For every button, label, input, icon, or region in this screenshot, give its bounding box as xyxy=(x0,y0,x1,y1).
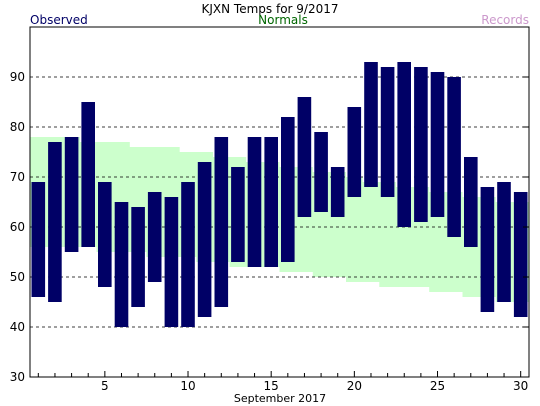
observed-bar-day-17 xyxy=(297,97,312,217)
y-tick-label-40: 40 xyxy=(10,320,25,334)
observed-bar-day-29 xyxy=(497,182,511,302)
observed-bar-day-18 xyxy=(314,132,328,212)
observed-bar-day-26 xyxy=(447,77,461,237)
observed-bar-day-13 xyxy=(231,167,245,262)
legend-normals: Normals xyxy=(258,13,308,27)
observed-bars xyxy=(31,62,528,327)
y-tick-label-50: 50 xyxy=(10,270,25,284)
observed-bar-day-12 xyxy=(214,137,229,307)
y-tick-label-60: 60 xyxy=(10,220,25,234)
observed-bar-day-6 xyxy=(114,202,129,327)
legend-records: Records xyxy=(481,13,529,27)
observed-bar-day-22 xyxy=(380,67,395,197)
grid-lines xyxy=(30,76,529,328)
x-tick-label-5: 5 xyxy=(101,379,109,393)
observed-bar-day-3 xyxy=(64,137,79,252)
observed-bar-day-4 xyxy=(81,102,95,247)
y-axis: 30 40 50 60 70 80 90 xyxy=(10,70,529,384)
observed-bar-day-19 xyxy=(330,167,345,217)
y-tick-label-30: 30 xyxy=(10,370,25,384)
observed-bar-day-28 xyxy=(480,187,495,312)
observed-bar-day-25 xyxy=(430,72,445,217)
observed-bar-day-24 xyxy=(414,67,428,222)
legend-observed: Observed xyxy=(30,13,88,27)
observed-bar-day-23 xyxy=(397,62,411,227)
observed-bar-day-9 xyxy=(164,197,179,327)
observed-bar-day-2 xyxy=(48,142,62,302)
observed-bar-day-15 xyxy=(264,137,278,267)
normals-band xyxy=(30,137,529,302)
observed-bar-day-14 xyxy=(247,137,262,267)
observed-bar-day-27 xyxy=(464,157,478,247)
chart-title: KJXN Temps for 9/2017 xyxy=(202,2,339,16)
observed-bar-day-21 xyxy=(364,62,378,187)
observed-bar-day-5 xyxy=(98,182,112,287)
y-tick-label-90: 90 xyxy=(10,70,25,84)
x-axis-label: September 2017 xyxy=(234,392,326,405)
x-tick-label-15: 15 xyxy=(264,379,279,393)
observed-bar-day-20 xyxy=(347,107,362,197)
y-tick-label-70: 70 xyxy=(10,170,25,184)
observed-bar-day-11 xyxy=(197,162,212,317)
observed-bar-day-1 xyxy=(31,182,46,297)
x-tick-label-30: 30 xyxy=(513,379,528,393)
observed-bar-day-7 xyxy=(131,207,145,307)
y-tick-label-80: 80 xyxy=(10,120,25,134)
observed-bar-day-30 xyxy=(513,192,528,317)
observed-bar-day-16 xyxy=(281,117,295,262)
x-tick-label-20: 20 xyxy=(347,379,362,393)
plot-frame xyxy=(29,26,530,378)
normals-range-area xyxy=(30,137,529,302)
observed-bar-day-8 xyxy=(147,192,162,282)
x-tick-label-25: 25 xyxy=(430,379,445,393)
x-tick-label-10: 10 xyxy=(180,379,195,393)
x-axis: 5 10 15 20 25 30 xyxy=(37,371,528,393)
observed-bar-day-10 xyxy=(181,182,195,327)
